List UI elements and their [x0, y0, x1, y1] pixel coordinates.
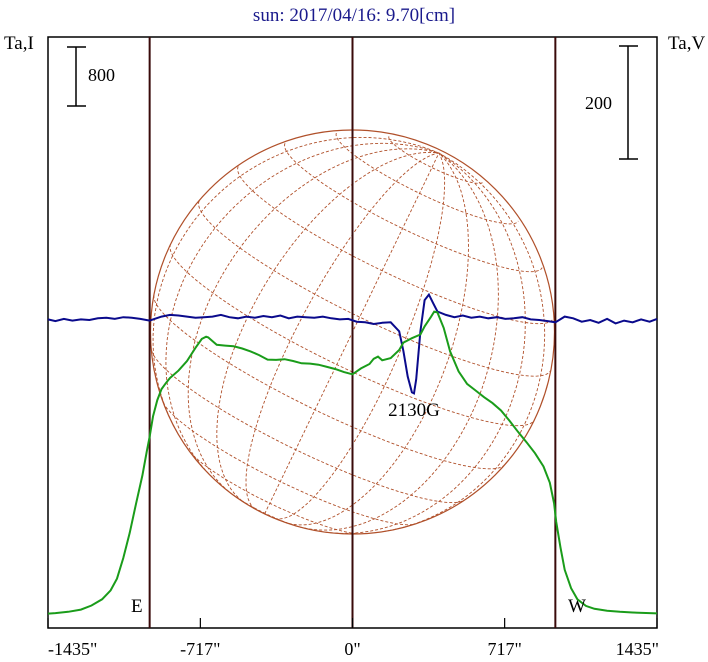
x-tick-label: -1435": [48, 639, 97, 659]
disk-longitude-line: [165, 142, 440, 478]
disk-latitude-line: [232, 494, 300, 528]
disk-latitude-line: [335, 132, 519, 225]
disk-latitude-line: [237, 166, 554, 325]
annotation-label: 2130G: [388, 400, 440, 421]
disk-latitude-line: [189, 451, 360, 535]
chart-title: sun: 2017/04/16: 9.70[cm]: [253, 5, 455, 26]
right-axis-label: Ta,V: [668, 33, 705, 54]
left-axis-label: Ta,I: [4, 33, 34, 54]
limb-label-east: E: [131, 596, 143, 617]
disk-longitude-line: [383, 152, 546, 533]
scale-label-right: 200: [585, 93, 612, 113]
x-tick-label: 1435": [616, 639, 659, 659]
scale-bar-right: 200: [585, 45, 638, 160]
disk-longitude-line: [325, 152, 526, 534]
x-tick-label: 0": [344, 639, 360, 659]
disk-longitude-line: [264, 152, 440, 514]
series-line-ta-v: [47, 292, 658, 395]
scale-bar-left: 800: [67, 46, 115, 107]
x-axis-ticks: -1435" -717" 0" 717" 1435": [47, 618, 659, 659]
disk-longitude-line: [299, 152, 499, 531]
limb-label-west: W: [568, 596, 586, 617]
x-tick-label: -717": [180, 639, 220, 659]
disk-latitude-line: [153, 295, 506, 470]
x-tick-label: 717": [487, 639, 521, 659]
disk-longitude-line: [283, 152, 469, 526]
series-line-ta-i: [47, 310, 658, 615]
disk-longitude-line: [245, 152, 439, 510]
scale-label-left: 800: [88, 65, 115, 85]
disk-latitude-line: [284, 143, 543, 273]
disk-latitude-line: [388, 136, 484, 184]
disk-longitude-line: [187, 148, 440, 496]
disk-latitude-line: [198, 200, 551, 377]
disk-longitude-line: [216, 151, 439, 505]
disk-longitude-line: [274, 152, 446, 520]
disk-longitude-line: [152, 136, 440, 433]
vertical-dividers: [148, 37, 557, 628]
